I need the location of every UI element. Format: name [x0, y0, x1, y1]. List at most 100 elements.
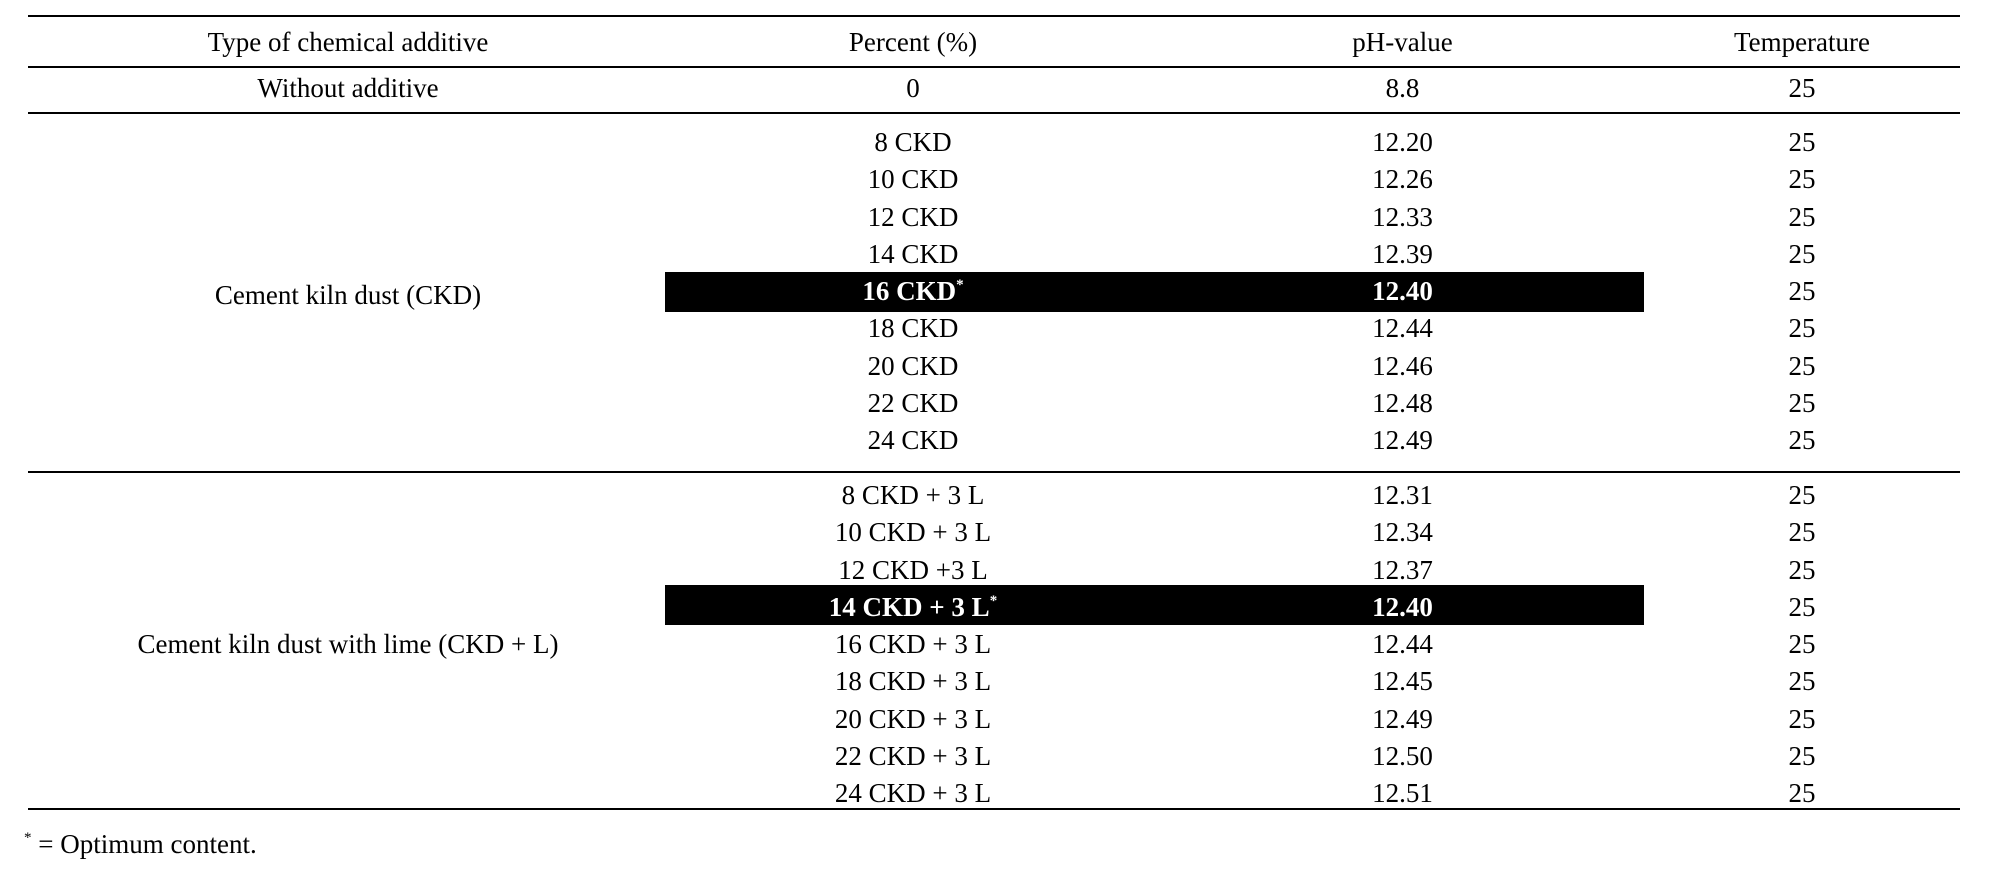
row-temperature: 25 — [1644, 514, 1960, 551]
header-temperature: Temperature — [1733, 27, 1871, 57]
row-temperature: 25 — [1644, 477, 1960, 514]
cell-value: 12 CKD — [867, 202, 959, 232]
cell-value: 18 CKD + 3 L — [834, 666, 992, 696]
row-ph: 12.37 — [1161, 552, 1644, 589]
row-ph: 12.31 — [1161, 477, 1644, 514]
row-ph: 12.40 — [1161, 273, 1644, 310]
cell-value: 12.26 — [1372, 164, 1433, 194]
cell-value: 25 — [1788, 276, 1816, 306]
header-ph: pH-value — [1352, 27, 1453, 57]
cell-value: 25 — [1788, 239, 1816, 269]
row-temperature: 25 — [1644, 385, 1960, 422]
cell-value: 12.51 — [1372, 778, 1433, 808]
row-percent: 14 CKD — [665, 236, 1161, 273]
cell-value: 25 — [1788, 480, 1816, 510]
row-temperature: 25 — [1644, 775, 1960, 812]
cell-value: 20 CKD — [867, 351, 959, 381]
row-temperature: 25 — [1644, 422, 1960, 459]
row-ph: 12.48 — [1161, 385, 1644, 422]
row-percent: 10 CKD + 3 L — [665, 514, 1161, 551]
cell-value: 25 — [1788, 388, 1816, 418]
row-ph: 12.44 — [1161, 626, 1644, 663]
cell-value: 12.39 — [1372, 239, 1433, 269]
cell-value: 12.48 — [1372, 388, 1433, 418]
row-temperature: 25 — [1644, 701, 1960, 738]
row-ph: 12.34 — [1161, 514, 1644, 551]
row-temperature: 25 — [1644, 199, 1960, 236]
cell-value: 12.45 — [1372, 666, 1433, 696]
optimum-marker: * — [989, 593, 998, 609]
row-ph: 12.33 — [1161, 199, 1644, 236]
row-percent: 14 CKD + 3 L* — [665, 589, 1161, 626]
row-temperature: 25 — [1644, 348, 1960, 385]
cell-value: 25 — [1788, 592, 1816, 622]
row-ph: 12.26 — [1161, 161, 1644, 198]
footnote-marker: * — [24, 830, 32, 846]
cell-value: 12.33 — [1372, 202, 1433, 232]
cell-value: 12.49 — [1372, 704, 1433, 734]
cell-value: 12.31 — [1372, 480, 1433, 510]
row-percent: 22 CKD — [665, 385, 1161, 422]
row-temperature: 25 — [1644, 589, 1960, 626]
row-percent: 16 CKD + 3 L — [665, 626, 1161, 663]
header-type: Type of chemical additive — [207, 27, 489, 57]
row-temperature: 25 — [1644, 273, 1960, 310]
cell-value: 12.40 — [1372, 276, 1433, 306]
row-ph: 12.51 — [1161, 775, 1644, 812]
control-temperature: 25 — [1788, 73, 1816, 103]
row-percent: 18 CKD + 3 L — [665, 663, 1161, 700]
cell-value: 25 — [1788, 202, 1816, 232]
cell-value: 24 CKD — [867, 425, 959, 455]
row-percent: 24 CKD + 3 L — [665, 775, 1161, 812]
row-percent: 20 CKD — [665, 348, 1161, 385]
header-percent: Percent (%) — [848, 27, 978, 57]
control-type: Without additive — [257, 73, 439, 103]
row-ph: 12.49 — [1161, 422, 1644, 459]
row-percent: 16 CKD* — [665, 273, 1161, 310]
row-percent: 10 CKD — [665, 161, 1161, 198]
row-percent: 24 CKD — [665, 422, 1161, 459]
row-temperature: 25 — [1644, 663, 1960, 700]
cell-value: 10 CKD + 3 L — [834, 517, 992, 547]
row-temperature: 25 — [1644, 738, 1960, 775]
cell-value: 12.46 — [1372, 351, 1433, 381]
cell-value: 22 CKD — [867, 388, 959, 418]
row-ph: 12.45 — [1161, 663, 1644, 700]
cell-value: 25 — [1788, 666, 1816, 696]
row-temperature: 25 — [1644, 161, 1960, 198]
row-ph: 12.40 — [1161, 589, 1644, 626]
group-type-ckd: Cement kiln dust (CKD) — [214, 280, 482, 310]
row-ph: 12.20 — [1161, 124, 1644, 161]
row-percent: 12 CKD — [665, 199, 1161, 236]
row-percent: 8 CKD + 3 L — [665, 477, 1161, 514]
cell-value: 25 — [1788, 351, 1816, 381]
cell-value: 25 — [1788, 425, 1816, 455]
cell-value: 25 — [1788, 127, 1816, 157]
footnote: * = Optimum content. — [24, 826, 257, 863]
row-ph: 12.50 — [1161, 738, 1644, 775]
top-rule — [28, 15, 1960, 17]
cell-value: 25 — [1788, 555, 1816, 585]
footnote-text: = Optimum content. — [31, 829, 257, 859]
row-ph: 12.49 — [1161, 701, 1644, 738]
cell-value: 25 — [1788, 629, 1816, 659]
row-temperature: 25 — [1644, 124, 1960, 161]
cell-value: 12 CKD +3 L — [838, 555, 988, 585]
cell-value: 25 — [1788, 517, 1816, 547]
cell-value: 12.34 — [1372, 517, 1433, 547]
cell-value: 12.37 — [1372, 555, 1433, 585]
cell-value: 14 CKD — [867, 239, 959, 269]
header-rule — [28, 66, 1960, 68]
cell-value: 25 — [1788, 164, 1816, 194]
cell-value: 12.49 — [1372, 425, 1433, 455]
row-percent: 8 CKD — [665, 124, 1161, 161]
cell-value: 12.44 — [1372, 629, 1433, 659]
cell-value: 24 CKD + 3 L — [834, 778, 992, 808]
row-percent: 20 CKD + 3 L — [665, 701, 1161, 738]
cell-value: 10 CKD — [867, 164, 959, 194]
bottom-rule — [28, 808, 1960, 810]
row-temperature: 25 — [1644, 310, 1960, 347]
cell-value: 8 CKD — [874, 127, 952, 157]
cell-value: 22 CKD + 3 L — [834, 741, 992, 771]
